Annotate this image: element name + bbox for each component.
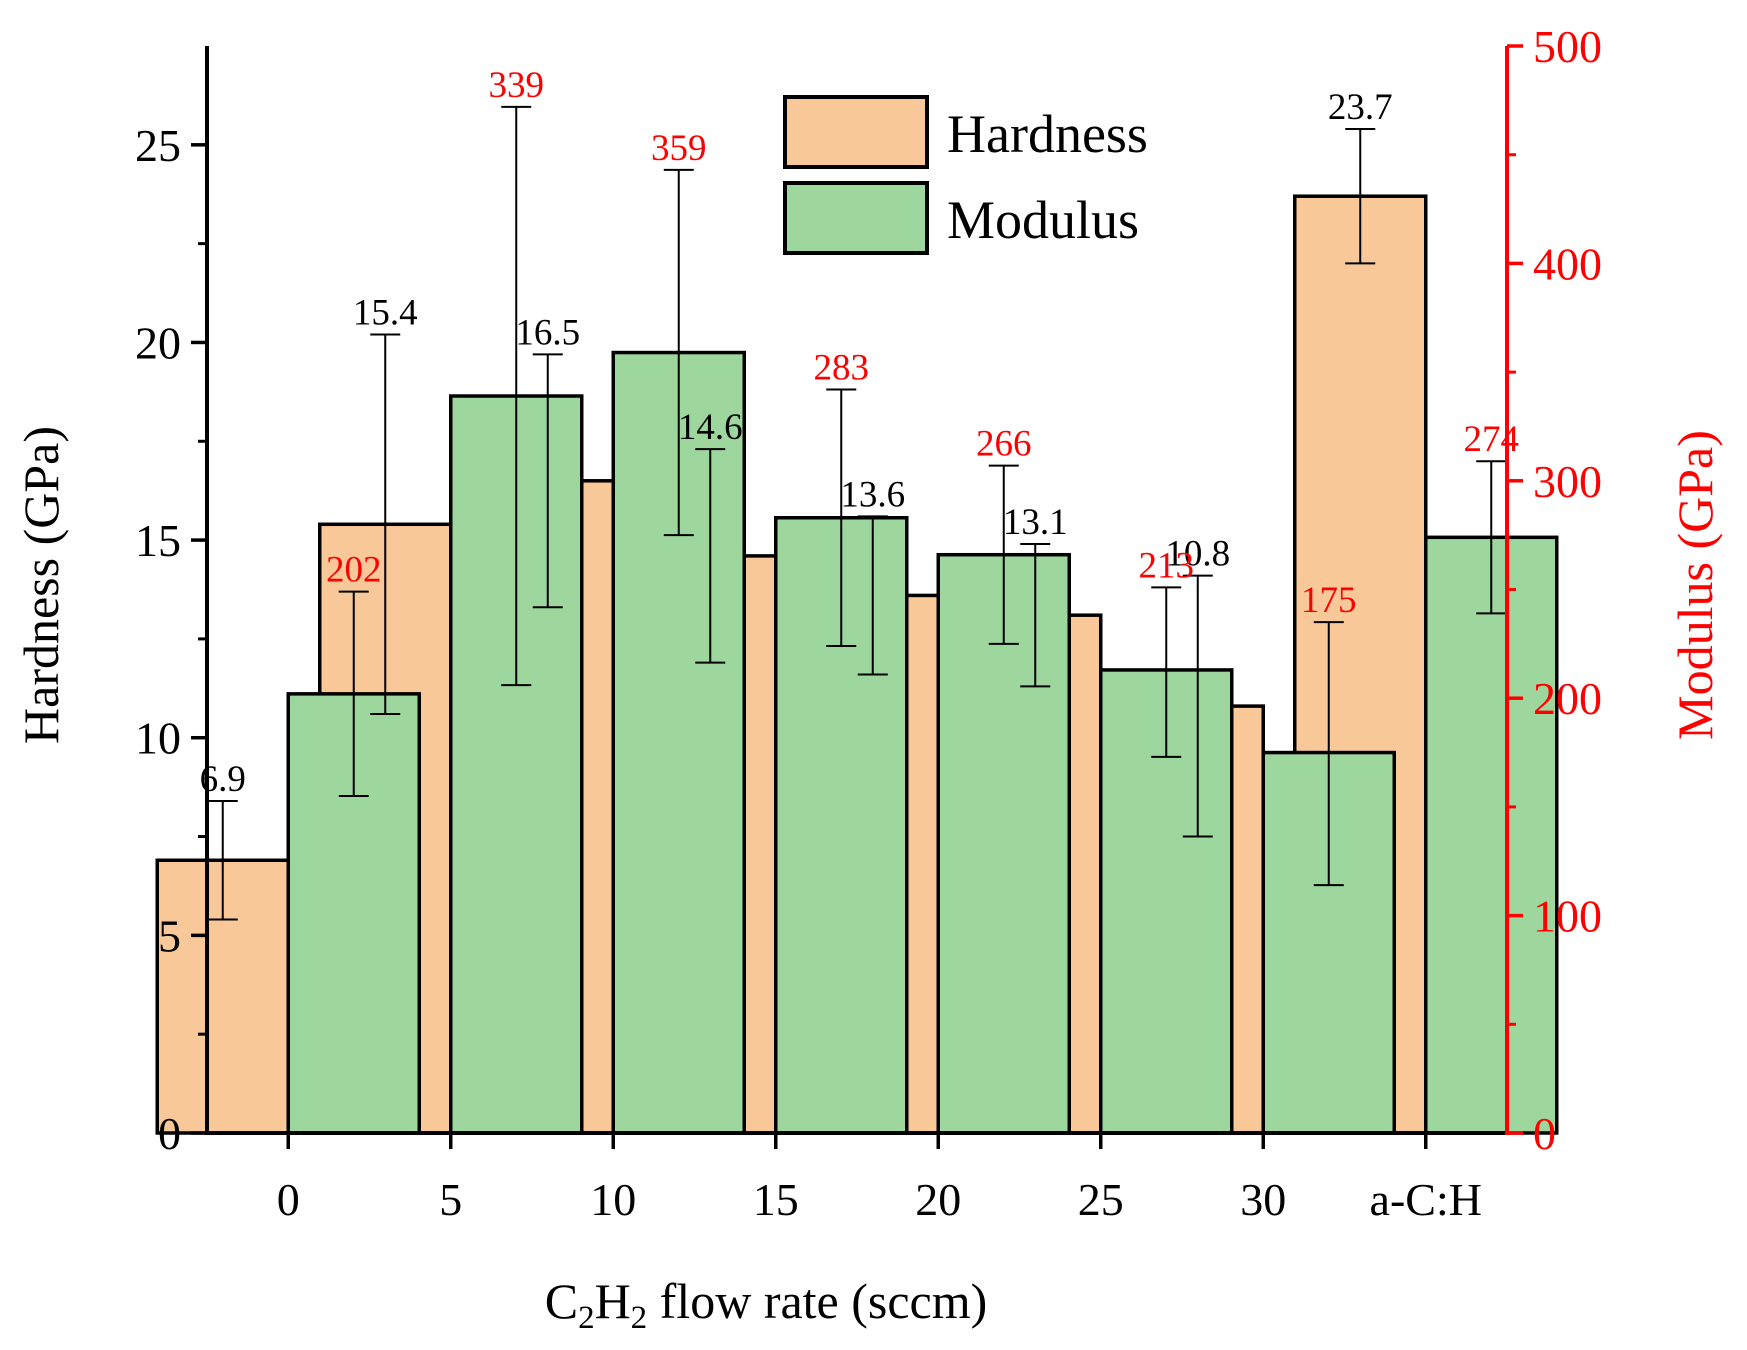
x-tick-label-7: a-C:H (1370, 1174, 1482, 1225)
data-label-hardness-5: 13.1 (1003, 502, 1068, 543)
data-label-hardness-3: 14.6 (678, 407, 743, 448)
data-labels-layer: 6.915.4 16.514.613.613.110.823.7202339359… (200, 65, 1519, 800)
y-tick-label-1: 5 (158, 910, 181, 961)
data-label-hardness-1: 15.4 (353, 293, 418, 334)
y2-tick-label-3: 300 (1533, 456, 1602, 507)
axes-layer: 0 5 10 15 20 25 0 100 200 300 400 500 0 5 10 15 20 25 30 a-… (135, 21, 1602, 1225)
x-tick-label-6: 30 (1240, 1174, 1286, 1225)
legend-swatch-modulus (783, 181, 929, 255)
data-label-modulus-7: 274 (1464, 419, 1520, 460)
legend-swatch-hardness (783, 95, 929, 169)
data-label-hardness-2: 16.5 (515, 312, 580, 353)
x-title-subscript-2: 2 (631, 1300, 648, 1336)
data-label-modulus-4: 266 (976, 424, 1032, 465)
y2-tick-label-0: 0 (1533, 1108, 1556, 1159)
x-tick-label-1: 5 (439, 1174, 462, 1225)
legend-label-modulus: Modulus (947, 190, 1139, 250)
data-label-hardness-4: 13.6 (840, 474, 905, 515)
x-axis-title: C2H2 flow rate (sccm) (545, 1273, 988, 1336)
x-tick-label-2: 10 (590, 1174, 636, 1225)
bar-modulus-7 (1424, 535, 1559, 1135)
data-label-modulus-3: 283 (814, 347, 870, 388)
error-bars-layer (207, 105, 1507, 921)
y2-axis-title: Modulus (GPa) (1667, 430, 1723, 740)
data-label-modulus-2: 359 (651, 128, 707, 169)
y-axis-title: Hardness (GPa) (13, 426, 69, 744)
bars-layer (155, 194, 1559, 1135)
x-title-c: C (545, 1273, 578, 1329)
data-label-hardness-7: 23.7 (1328, 87, 1393, 128)
legend-label-hardness: Hardness (947, 104, 1148, 164)
x-title-subscript-1: 2 (578, 1300, 595, 1336)
x-tick-label-3: 15 (753, 1174, 799, 1225)
data-label-modulus-6: 175 (1301, 580, 1357, 621)
x-tick-label-5: 25 (1078, 1174, 1124, 1225)
x-title-h: H (595, 1273, 631, 1329)
legend: Hardness Modulus (783, 95, 1148, 255)
y-tick-label-0: 0 (158, 1108, 181, 1159)
data-label-hardness-6: 10.8 (1165, 534, 1230, 575)
data-label-modulus-0: 202 (326, 550, 382, 591)
y-tick-label-3: 15 (135, 515, 181, 566)
y-tick-label-4: 20 (135, 317, 181, 368)
x-title-rest: flow rate (sccm) (647, 1273, 987, 1329)
y2-tick-label-4: 400 (1533, 238, 1602, 289)
y2-tick-label-1: 100 (1533, 891, 1602, 942)
x-tick-label-0: 0 (277, 1174, 300, 1225)
y2-tick-label-2: 200 (1533, 673, 1602, 724)
y2-tick-label-5: 500 (1533, 21, 1602, 72)
x-tick-label-4: 20 (915, 1174, 961, 1225)
data-label-modulus-1: 339 (489, 65, 545, 106)
y-tick-label-2: 10 (135, 713, 181, 764)
y-tick-label-5: 25 (135, 120, 181, 171)
data-label-modulus-5: 213 (1139, 545, 1195, 586)
